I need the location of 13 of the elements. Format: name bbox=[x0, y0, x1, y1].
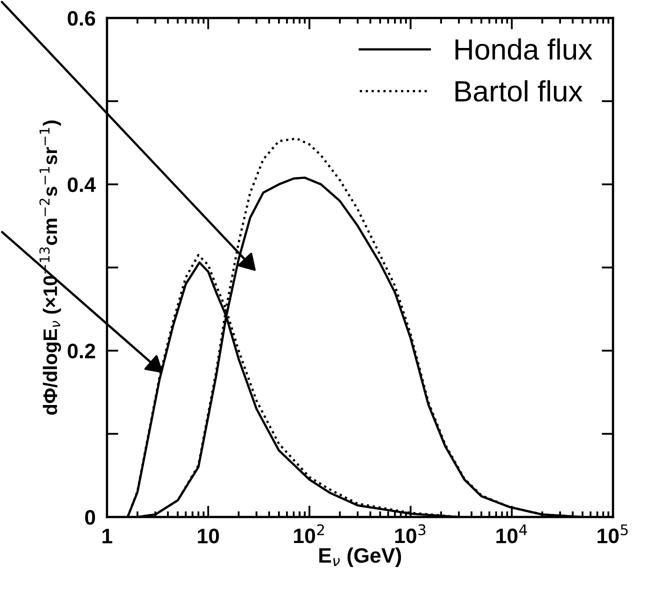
y-tick-label: 0 bbox=[85, 510, 96, 525]
x-tick-label: 1 bbox=[102, 528, 112, 544]
x-axis-title: E$_{ν}$ (GeV) bbox=[319, 548, 402, 567]
x-tick-label: 10$^{2}$ bbox=[294, 524, 324, 544]
y-tick-label: 0.6 bbox=[68, 11, 96, 26]
y-tick-label: 0.2 bbox=[68, 344, 96, 358]
x-tick-label: 10$^{3}$ bbox=[395, 524, 426, 544]
legend-label: Honda flux bbox=[456, 38, 592, 60]
x-tick-label: 10$^{5}$ bbox=[598, 524, 628, 544]
x-tick-label: 10 bbox=[198, 528, 219, 544]
legend-label: Bartol flux bbox=[456, 80, 583, 102]
y-tick-label: 0.4 bbox=[68, 177, 96, 192]
x-tick-label: 10$^{4}$ bbox=[496, 524, 527, 544]
